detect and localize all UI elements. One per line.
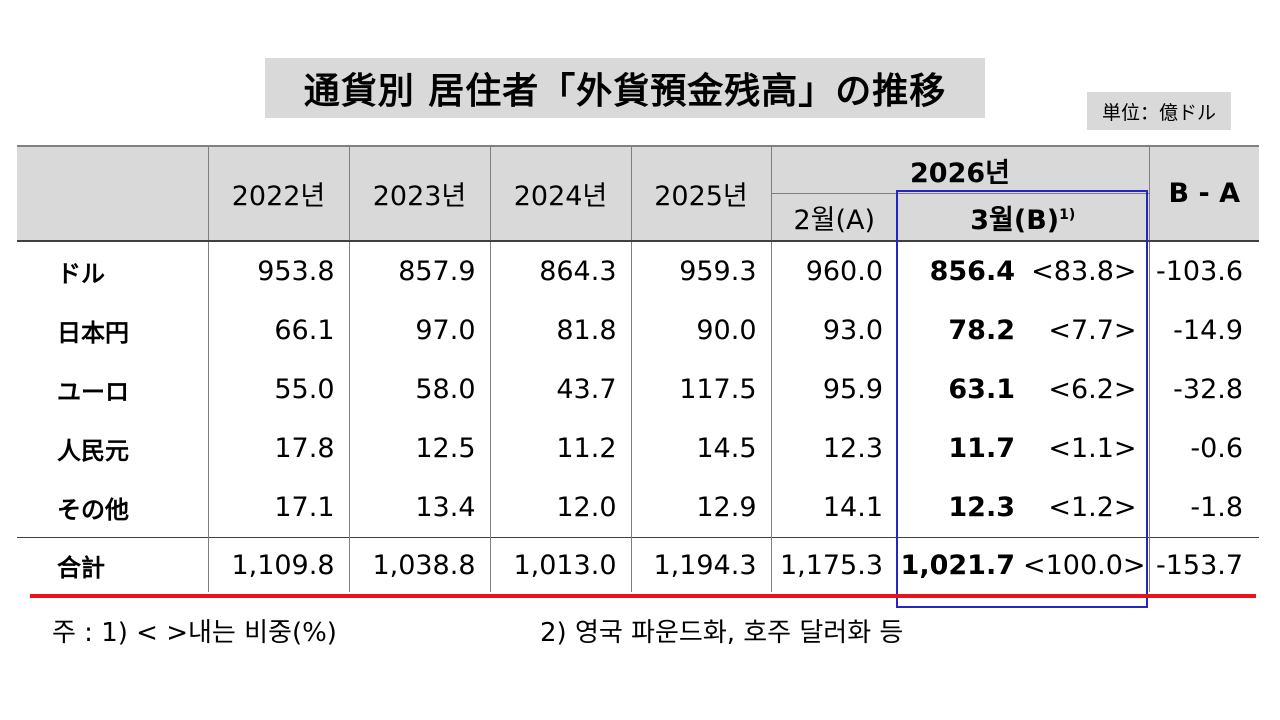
table-row-value-2: 12.0 [489,478,631,538]
table-row-value-1: 97.0 [348,301,490,360]
deposit-table: 2022년 2023년 2024년 2025년 2026년 B - A 2월(A… [17,145,1260,592]
table-row-march: 11.7 [948,433,1015,464]
total-row-march: 1,021.7 [897,537,1023,592]
table-row-value-4: 960.0 [770,241,897,301]
header-mar-footnote: 1) [1059,206,1076,223]
table-row-value-0: 17.8 [207,419,349,478]
header-year-2025: 2025년 [630,145,771,242]
note-others: 2) 영국 파운드화, 호주 달러화 등 [540,618,904,648]
table-row-march: 63.1 [948,374,1015,405]
table-row-share: <83.8> [1031,256,1137,287]
total-row-share: <100.0> [1023,537,1150,592]
table-row-value-3: 14.5 [630,419,771,478]
total-row-value-1: 1,038.8 [348,537,490,592]
table-row-share: <1.1> [1048,433,1137,464]
table-row-value-4: 93.0 [770,301,897,360]
table-row-value-4: 14.1 [770,478,897,538]
note-share: 주 : 1) < >내는 비중(%) [52,618,337,648]
total-row-value-4: 1,175.3 [770,537,897,592]
table-row-value-3: 12.9 [630,478,771,538]
table-row: ドル 953.8 857.9 864.3 959.3 960.0 856.4 <83.8> -1… [17,241,1260,301]
table-row-value-0: 953.8 [207,241,349,301]
table-row-diff: -0.6 [1148,419,1260,478]
table-row-value-2: 43.7 [489,360,631,419]
header-year-2023: 2023년 [348,145,490,242]
table-row-value-2: 81.8 [489,301,631,360]
table-row-march: 78.2 [948,315,1015,346]
header-row-1: 2022년 2023년 2024년 2025년 2026년 B - A [17,145,1260,242]
table-row-share: <7.7> [1048,315,1137,346]
total-row: 合計 1,109.8 1,038.8 1,013.0 1,194.3 1,175.3 1,0… [17,537,1260,592]
table-row-value-1: 857.9 [348,241,490,301]
table-row: ユーロ 55.0 58.0 43.7 117.5 95.9 63.1 <6.2> -32.8 [17,360,1260,419]
header-corner [17,145,208,242]
total-row-label: 合計 [17,537,208,592]
header-mar-label: 3월(B) [970,204,1060,236]
header-year-2024: 2024년 [489,145,631,242]
table-row-value-4: 95.9 [770,360,897,419]
header-year-2022: 2022년 [207,145,349,242]
header-feb: 2월(A) [770,193,897,242]
header-year-2026: 2026년 [770,145,1150,194]
table-row-value-3: 959.3 [630,241,771,301]
table-row-diff: -103.6 [1148,241,1260,301]
page-title: 通貨別 居住者「外貨預金残高」の推移 [303,71,947,112]
table-row-value-3: 90.0 [630,301,771,360]
table-row-diff: -1.8 [1148,478,1260,538]
table-row-value-0: 66.1 [207,301,349,360]
table-row-share: <1.2> [1048,492,1137,523]
header-mar: 3월(B)1) [897,193,1150,242]
table-row-value-1: 58.0 [348,360,490,419]
unit-box: 単位：億ドル [1087,92,1231,130]
table-row-diff: -32.8 [1148,360,1260,419]
table-row-share: <6.2> [1048,374,1137,405]
total-row-value-3: 1,194.3 [630,537,771,592]
header-diff: B - A [1148,145,1260,242]
table-row-value-4: 12.3 [770,419,897,478]
total-row-diff: -153.7 [1148,537,1260,592]
table-row-diff: -14.9 [1148,301,1260,360]
table-row-label: 人民元 [57,437,129,465]
table-row-value-2: 11.2 [489,419,631,478]
total-row-value-2: 1,013.0 [489,537,631,592]
table-row-march: 12.3 [948,492,1015,523]
unit-label: 単位：億ドル [1101,101,1216,124]
title-box: 通貨別 居住者「外貨預金残高」の推移 [265,58,985,118]
header-row-2: 2월(A) 3월(B)1) [17,193,1259,242]
table-row: その他 17.1 13.4 12.0 12.9 14.1 12.3 <1.2> -1.8 [17,478,1260,538]
table-row-value-0: 55.0 [207,360,349,419]
table-row-value-1: 13.4 [348,478,490,538]
table-row-label: ドル [57,260,105,288]
table-row-value-0: 17.1 [207,478,349,538]
table-row: 日本円 66.1 97.0 81.8 90.0 93.0 78.2 <7.7> -14.9 [17,301,1260,360]
table-row-march: 856.4 [929,256,1015,287]
table-row-value-3: 117.5 [630,360,771,419]
total-underline [30,594,1256,598]
table-row-label: ユーロ [57,378,129,406]
table-row-value-2: 864.3 [489,241,631,301]
table-row-label: その他 [57,496,129,524]
table-row-label: 日本円 [57,319,129,347]
total-row-value-0: 1,109.8 [207,537,349,592]
table-row-value-1: 12.5 [348,419,490,478]
table-row: 人民元 17.8 12.5 11.2 14.5 12.3 11.7 <1.1> -0.6 [17,419,1260,478]
